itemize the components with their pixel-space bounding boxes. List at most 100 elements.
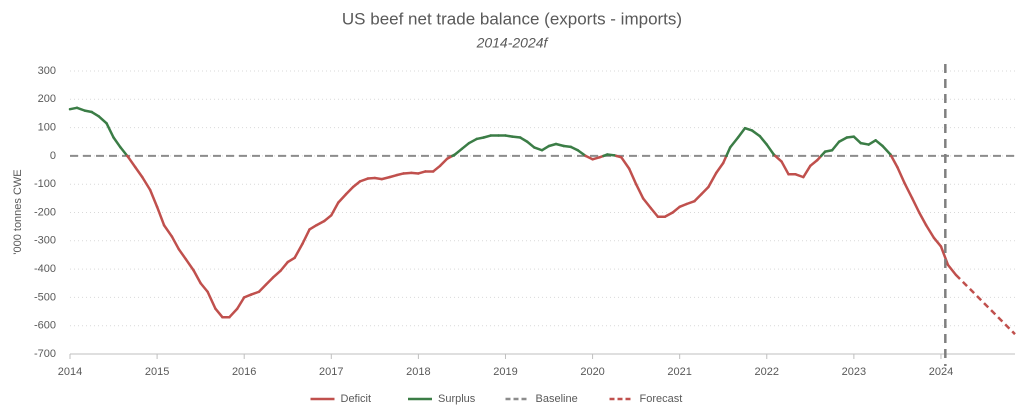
legend-label: Forecast: [640, 393, 683, 405]
line-segment: [917, 211, 928, 227]
line-segment: [467, 137, 478, 145]
line-segment: [112, 136, 122, 149]
line-segment: [235, 296, 246, 310]
line-segment: [337, 192, 348, 204]
line-segment: [242, 293, 253, 299]
x-tick-label: 2015: [145, 366, 169, 378]
chart-subtitle: 2014-2024f: [476, 35, 550, 51]
line-segment: [249, 290, 261, 296]
line-segment: [206, 290, 217, 310]
legend-label: Deficit: [341, 393, 372, 405]
line-segment: [924, 223, 936, 240]
line-segment: [774, 154, 783, 163]
line-segment: [649, 207, 660, 218]
line-segment: [707, 171, 718, 189]
forecast-line: [954, 273, 1016, 336]
line-segment: [127, 156, 137, 169]
line-segment: [576, 148, 587, 158]
line-segment: [141, 175, 152, 192]
line-segment: [532, 146, 544, 152]
line-segment: [881, 144, 892, 156]
line-segment: [184, 257, 195, 272]
line-segment: [228, 307, 239, 319]
line-segment: [214, 307, 224, 319]
line-segment: [380, 175, 391, 181]
x-tick-label: 2014: [58, 366, 82, 378]
line-segment: [728, 136, 740, 149]
line-segment: [932, 236, 943, 248]
line-segment: [693, 192, 703, 203]
y-tick-label: 0: [50, 150, 56, 162]
x-tick-label: 2021: [667, 366, 691, 378]
line-segment: [802, 164, 812, 179]
line-segment: [830, 140, 841, 152]
line-segment: [910, 197, 921, 214]
line-segment: [715, 161, 725, 175]
line-segment: [105, 122, 115, 139]
line-segment: [736, 126, 747, 139]
legend-label: Surplus: [438, 393, 476, 405]
y-tick-label: -100: [34, 178, 56, 190]
line-segment: [301, 228, 311, 245]
y-tick-label: 100: [38, 122, 56, 134]
line-segment: [192, 269, 202, 285]
line-segment: [177, 248, 188, 261]
line-segment: [700, 185, 710, 196]
line-segment: [721, 154, 728, 165]
line-segment: [780, 160, 790, 176]
legend-label: Baseline: [536, 393, 578, 405]
line-segment: [663, 211, 674, 218]
y-tick-label: -300: [34, 235, 56, 247]
chart-title: US beef net trade balance (exports - imp…: [342, 9, 682, 28]
line-segment: [148, 188, 159, 209]
line-segment: [431, 164, 442, 173]
line-segment: [257, 283, 268, 293]
line-segment: [765, 143, 775, 156]
line-segment: [155, 205, 166, 227]
line-segment: [554, 142, 566, 148]
line-segment: [852, 135, 863, 145]
x-tick-label: 2023: [842, 366, 866, 378]
line-segment: [750, 129, 762, 138]
y-axis-title: '000 tonnes CWE: [12, 169, 24, 254]
line-segment: [264, 276, 275, 286]
y-tick-label: -700: [34, 348, 56, 360]
line-segment: [634, 182, 645, 200]
x-tick-label: 2024: [929, 366, 953, 378]
line-segment: [344, 185, 355, 196]
line-segment: [97, 115, 108, 125]
line-segment: [939, 245, 950, 267]
line-segment: [540, 144, 551, 152]
y-tick-label: 200: [38, 93, 56, 105]
line-segment: [119, 146, 129, 158]
line-segment: [903, 181, 914, 200]
line-segment: [271, 269, 283, 279]
line-segment: [896, 165, 906, 185]
line-segment: [859, 141, 870, 146]
line-segment: [519, 136, 529, 143]
line-segment: [794, 173, 805, 179]
line-segment: [620, 156, 631, 170]
line-segment: [641, 197, 653, 210]
line-segment: [134, 165, 144, 179]
line-segment: [867, 139, 877, 146]
x-tick-label: 2019: [493, 366, 517, 378]
line-segment: [286, 256, 296, 264]
y-tick-label: -600: [34, 320, 56, 332]
line-segment: [308, 223, 318, 231]
line-segment: [511, 135, 522, 139]
line-segment: [671, 205, 681, 214]
line-segment: [837, 136, 849, 143]
line-segment: [199, 282, 209, 293]
y-tick-label: -500: [34, 291, 56, 303]
line-segment: [279, 260, 289, 272]
y-tick-label: -400: [34, 263, 56, 275]
line-segment: [809, 158, 819, 168]
line-segment: [402, 171, 413, 175]
line-segment: [315, 219, 326, 227]
x-tick-label: 2016: [232, 366, 256, 378]
y-tick-label: 300: [38, 65, 56, 77]
line-segment: [889, 154, 899, 169]
y-tick-label: -200: [34, 206, 56, 218]
